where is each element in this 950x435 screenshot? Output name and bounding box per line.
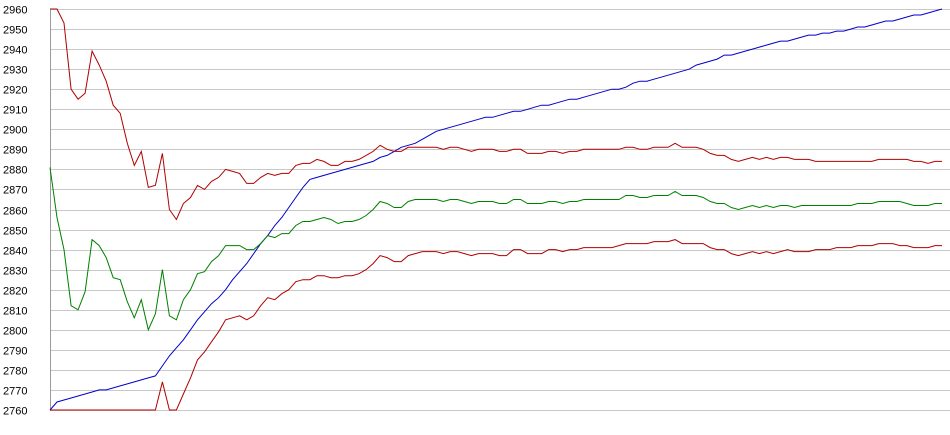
y-tick-labels: 2760 2770 2780 2790 2800 2810 2820 2830 2840 2850… (3, 5, 27, 418)
series-line-4 (50, 239, 942, 411)
y-tick-label: 2760 (3, 406, 27, 418)
y-tick-label: 2910 (3, 105, 27, 117)
y-tick-label: 2890 (3, 145, 27, 157)
y-tick-label: 2810 (3, 306, 27, 318)
y-tick-label: 2780 (3, 366, 27, 378)
y-tick-label: 2860 (3, 206, 27, 218)
y-tick-label: 2920 (3, 85, 27, 97)
grid-lines (50, 9, 950, 411)
y-tick-label: 2840 (3, 246, 27, 258)
y-tick-label: 2800 (3, 326, 27, 338)
series-line-1 (49, 8, 943, 411)
series-line-2 (50, 8, 942, 221)
y-tick-label: 2900 (3, 125, 27, 137)
series-lines (49, 8, 943, 411)
y-tick-label: 2790 (3, 346, 27, 358)
y-tick-label: 2940 (3, 45, 27, 57)
y-tick-label: 2950 (3, 25, 27, 37)
y-tick-label: 2850 (3, 226, 27, 238)
series-line-3 (49, 167, 942, 332)
y-tick-label: 2820 (3, 286, 27, 298)
y-tick-label: 2930 (3, 65, 27, 77)
y-tick-label: 2770 (3, 386, 27, 398)
y-tick-label: 2830 (3, 266, 27, 278)
y-tick-label: 2960 (3, 5, 27, 17)
y-tick-label: 2880 (3, 165, 27, 177)
y-tick-label: 2870 (3, 185, 27, 197)
